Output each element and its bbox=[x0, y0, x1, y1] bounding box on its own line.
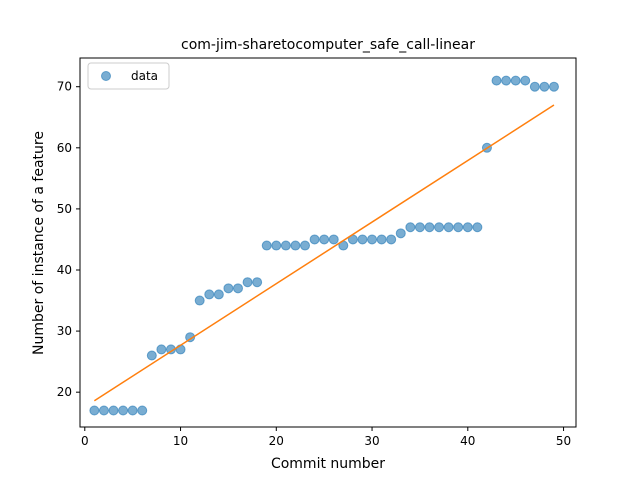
data-point bbox=[194, 295, 205, 306]
data-point bbox=[328, 234, 339, 245]
x-axis-label: Commit number bbox=[271, 456, 385, 472]
data-point bbox=[319, 234, 330, 245]
axes-frame bbox=[79, 57, 577, 428]
y-tick-label: 60 bbox=[57, 141, 72, 155]
data-point bbox=[405, 222, 416, 233]
data-point bbox=[108, 405, 119, 416]
legend-marker-data bbox=[101, 71, 111, 81]
data-point bbox=[271, 240, 282, 251]
data-point bbox=[491, 75, 502, 86]
legend-label-data: data bbox=[131, 69, 158, 83]
data-point bbox=[367, 234, 378, 245]
data-point bbox=[213, 289, 224, 300]
data-point bbox=[309, 234, 320, 245]
data-point bbox=[127, 405, 138, 416]
data-point bbox=[443, 222, 454, 233]
y-axis-label: Number of instance of a feature bbox=[31, 131, 47, 355]
data-point bbox=[472, 222, 483, 233]
data-point bbox=[118, 405, 129, 416]
data-point bbox=[395, 228, 406, 239]
data-point bbox=[548, 81, 559, 92]
data-point bbox=[204, 289, 215, 300]
data-point bbox=[424, 222, 435, 233]
plot-area bbox=[89, 75, 559, 416]
data-point bbox=[386, 234, 397, 245]
data-point bbox=[137, 405, 148, 416]
data-point bbox=[185, 332, 196, 343]
data-point bbox=[414, 222, 425, 233]
x-tick-label: 20 bbox=[269, 434, 284, 448]
x-tick-label: 10 bbox=[173, 434, 188, 448]
x-tick-label: 40 bbox=[460, 434, 475, 448]
y-tick-label: 40 bbox=[57, 263, 72, 277]
data-point bbox=[223, 283, 234, 294]
y-tick-label: 30 bbox=[57, 324, 72, 338]
data-point bbox=[290, 240, 301, 251]
axes: 0 10 20 30 40 50 20 30 40 50 60 70 bbox=[57, 57, 577, 448]
data-point bbox=[510, 75, 521, 86]
y-tick-label: 50 bbox=[57, 202, 72, 216]
data-point bbox=[242, 277, 253, 288]
data-point bbox=[300, 240, 311, 251]
data-point bbox=[501, 75, 512, 86]
data-point bbox=[539, 81, 550, 92]
data-point bbox=[156, 344, 167, 355]
data-point bbox=[376, 234, 387, 245]
y-tick-label: 70 bbox=[57, 80, 72, 94]
data-point bbox=[232, 283, 243, 294]
x-tick-label: 50 bbox=[556, 434, 571, 448]
data-point bbox=[89, 405, 100, 416]
legend: data bbox=[87, 62, 170, 90]
y-tick-label: 20 bbox=[57, 385, 72, 399]
data-point bbox=[434, 222, 445, 233]
data-point bbox=[462, 222, 473, 233]
x-tick-label: 30 bbox=[364, 434, 379, 448]
fit-line bbox=[93, 104, 555, 402]
data-point bbox=[252, 277, 263, 288]
data-point bbox=[520, 75, 531, 86]
data-point bbox=[261, 240, 272, 251]
data-point bbox=[175, 344, 186, 355]
chart-title: com-jim-sharetocomputer_safe_call-linear bbox=[181, 37, 475, 53]
data-point bbox=[98, 405, 109, 416]
legend-frame bbox=[87, 62, 170, 90]
data-point bbox=[453, 222, 464, 233]
data-point bbox=[357, 234, 368, 245]
data-point bbox=[280, 240, 291, 251]
x-tick-label: 0 bbox=[81, 434, 89, 448]
data-point bbox=[146, 350, 157, 361]
data-point bbox=[529, 81, 540, 92]
